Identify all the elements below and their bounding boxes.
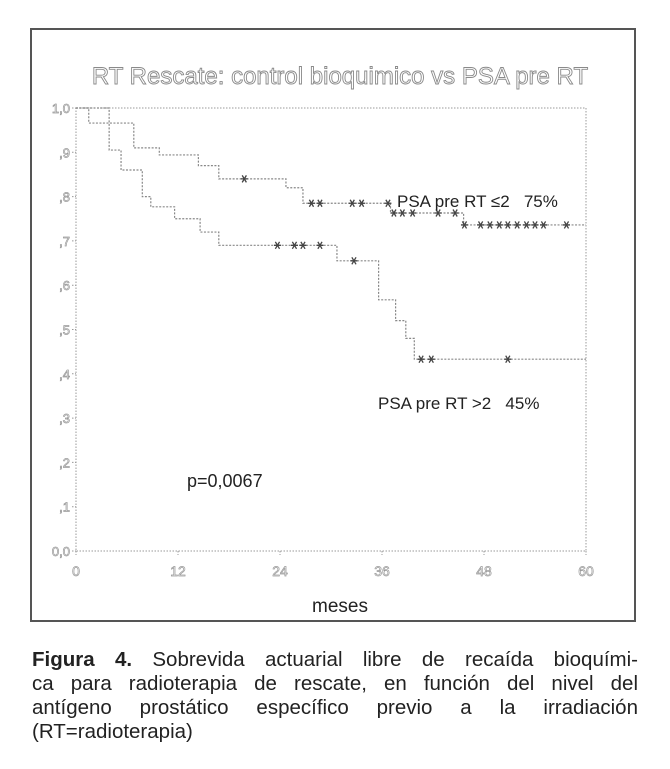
censor-mark bbox=[504, 355, 512, 364]
censor-mark bbox=[409, 209, 417, 217]
caption-label: Figura 4. bbox=[32, 648, 133, 671]
caption-line: (RT=radioterapia) bbox=[32, 720, 193, 743]
censor-mark bbox=[486, 221, 494, 229]
y-tick-label: ,9 bbox=[59, 145, 70, 160]
caption-text: Sobrevida actuarial libre de recaída bio… bbox=[132, 648, 638, 671]
censor-mark bbox=[358, 199, 366, 208]
x-tick-label: 60 bbox=[578, 563, 594, 579]
y-tick-label: 0,0 bbox=[52, 544, 70, 559]
x-tick-label: 36 bbox=[374, 563, 390, 579]
p-value: p=0,0067 bbox=[187, 471, 263, 491]
km-chart: RT Rescate: control bioquimico vs PSA pr… bbox=[52, 63, 595, 617]
plot-frame bbox=[75, 107, 587, 552]
censor-mark bbox=[348, 199, 356, 208]
y-tick-label: ,5 bbox=[59, 323, 70, 338]
figure-frame bbox=[30, 28, 636, 622]
y-tick-label: ,2 bbox=[59, 455, 70, 470]
censor-mark bbox=[390, 209, 398, 217]
y-tick-label: ,1 bbox=[59, 500, 70, 515]
x-tick-label: 12 bbox=[170, 563, 186, 579]
censor-mark bbox=[460, 221, 468, 229]
censor-mark bbox=[350, 257, 358, 265]
y-tick-label: 1,0 bbox=[52, 101, 70, 116]
chart-title: RT Rescate: control bioquimico vs PSA pr… bbox=[92, 63, 589, 90]
lower-series-label: PSA pre RT >2 45% bbox=[378, 394, 539, 413]
censor-mark bbox=[316, 241, 324, 250]
censor-mark bbox=[299, 241, 307, 250]
survival-curve-2 bbox=[76, 107, 586, 360]
figure-caption: Figura 4. Sobrevida actuarial libre de r… bbox=[32, 648, 638, 744]
censor-mark bbox=[562, 221, 570, 229]
censor-mark bbox=[434, 209, 442, 217]
censor-mark bbox=[495, 221, 503, 229]
x-tick-label: 24 bbox=[272, 563, 288, 579]
caption-line: ca para radioterapia de rescate, en func… bbox=[32, 672, 638, 695]
y-tick-label: ,3 bbox=[59, 411, 70, 426]
x-tick-label: 0 bbox=[72, 563, 80, 579]
censor-mark bbox=[513, 221, 521, 229]
censor-mark bbox=[504, 221, 512, 229]
censor-mark bbox=[540, 221, 547, 229]
censor-mark bbox=[240, 175, 248, 183]
censor-mark bbox=[477, 221, 485, 229]
y-tick-label: ,7 bbox=[59, 234, 70, 249]
axes: 0,0 ,1 ,2 ,3 ,4 ,5 ,6 ,7 ,8 ,9 1,0 0 12 24 36 48 60 bbox=[52, 101, 595, 580]
y-tick-label: ,6 bbox=[59, 278, 70, 293]
censor-mark bbox=[316, 199, 324, 208]
censor-mark bbox=[523, 221, 530, 229]
censor-mark bbox=[451, 209, 459, 217]
survival-curve-1 bbox=[76, 107, 586, 226]
x-tick-label: 48 bbox=[476, 563, 492, 579]
censor-mark bbox=[427, 355, 435, 364]
caption-line: Figura 4. Sobrevida actuarial libre de r… bbox=[32, 648, 638, 672]
upper-series-label: PSA pre RT ≤2 75% bbox=[397, 192, 558, 211]
censor-mark bbox=[384, 199, 392, 208]
y-tick-label: ,4 bbox=[59, 367, 70, 382]
caption-line: antígeno prostático específico previo a … bbox=[32, 696, 638, 719]
censor-mark bbox=[398, 209, 406, 217]
censor-mark bbox=[307, 199, 315, 208]
censor-mark bbox=[290, 241, 298, 250]
curves bbox=[76, 107, 586, 364]
censor-mark bbox=[273, 241, 281, 250]
censor-mark bbox=[531, 221, 539, 229]
y-tick-label: ,8 bbox=[59, 190, 70, 205]
censor-mark bbox=[417, 355, 425, 364]
x-axis-label: meses bbox=[312, 596, 368, 617]
